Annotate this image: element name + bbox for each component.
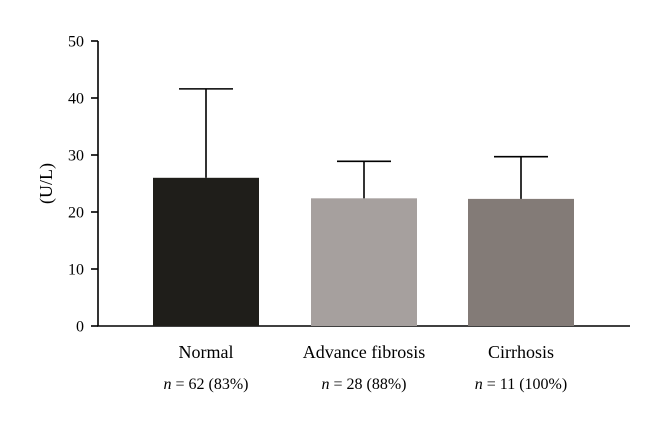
chart-bars — [153, 177, 574, 326]
sample-size-symbol: n — [163, 376, 171, 393]
y-tick-label: 40 — [68, 91, 84, 108]
sample-size-symbol: n — [475, 376, 483, 393]
sample-size-symbol: n — [321, 376, 329, 393]
y-tick-label: 0 — [76, 319, 84, 336]
sample-size-value: = 28 (88%) — [329, 376, 406, 393]
y-axis-title: (U/L) — [36, 163, 57, 204]
y-tick-label: 10 — [68, 262, 84, 279]
sample-size-label: n = 11 (100%) — [475, 376, 567, 393]
sample-size-label: n = 28 (88%) — [321, 376, 406, 393]
y-tick-label: 30 — [68, 148, 84, 165]
bar-advance-fibrosis — [311, 198, 417, 326]
sample-size-label: n = 62 (83%) — [163, 376, 248, 393]
y-tick-label: 50 — [68, 34, 84, 51]
category-label: Normal — [179, 342, 234, 362]
sample-size-value: = 11 (100%) — [483, 376, 567, 393]
category-label: Cirrhosis — [488, 342, 554, 362]
y-tick-label: 20 — [68, 205, 84, 222]
sample-size-value: = 62 (83%) — [171, 376, 248, 393]
category-label: Advance fibrosis — [303, 342, 425, 362]
bar-cirrhosis — [468, 198, 574, 326]
bar-normal — [153, 177, 259, 326]
chart-error-bars — [179, 88, 548, 199]
